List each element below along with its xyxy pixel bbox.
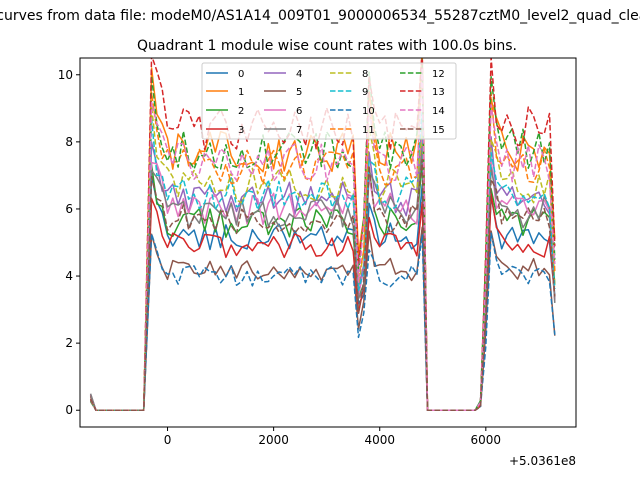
x-tick-label: 0 [164,433,172,447]
legend-label-3: 3 [238,125,244,136]
legend-label-10: 10 [362,106,375,117]
y-tick-label: 10 [58,68,73,82]
y-tick-label: 0 [65,403,73,417]
legend-label-6: 6 [296,106,302,117]
y-tick-label: 6 [65,202,73,216]
x-tick-label: 2000 [258,433,289,447]
legend-label-1: 1 [238,87,244,98]
y-tick-label: 8 [65,135,73,149]
legend-label-0: 0 [238,69,244,80]
x-offset-label: +5.0361e8 [509,454,576,468]
x-tick-label: 6000 [471,433,502,447]
x-tick-label: 4000 [364,433,395,447]
y-tick-label: 2 [65,336,73,350]
legend-label-8: 8 [362,69,368,80]
legend-label-9: 9 [362,87,368,98]
y-tick-label: 4 [65,269,73,283]
legend-label-11: 11 [362,125,375,136]
legend-label-2: 2 [238,106,244,117]
legend-label-14: 14 [432,106,445,117]
legend-label-13: 13 [432,87,445,98]
legend-label-7: 7 [296,125,302,136]
series-line-14 [89,68,556,411]
chart-title: Quadrant 1 module wise count rates with … [137,38,517,54]
legend-label-12: 12 [432,69,445,80]
legend-label-5: 5 [296,87,302,98]
plot-area-frame [79,57,577,428]
legend-label-4: 4 [296,69,302,80]
series-line-9 [89,111,556,411]
series-line-15 [89,158,556,411]
figure-suptitle: Light curves from data file: modeM0/AS1A… [0,8,640,24]
legend-frame [201,62,457,140]
legend-label-15: 15 [432,125,445,136]
